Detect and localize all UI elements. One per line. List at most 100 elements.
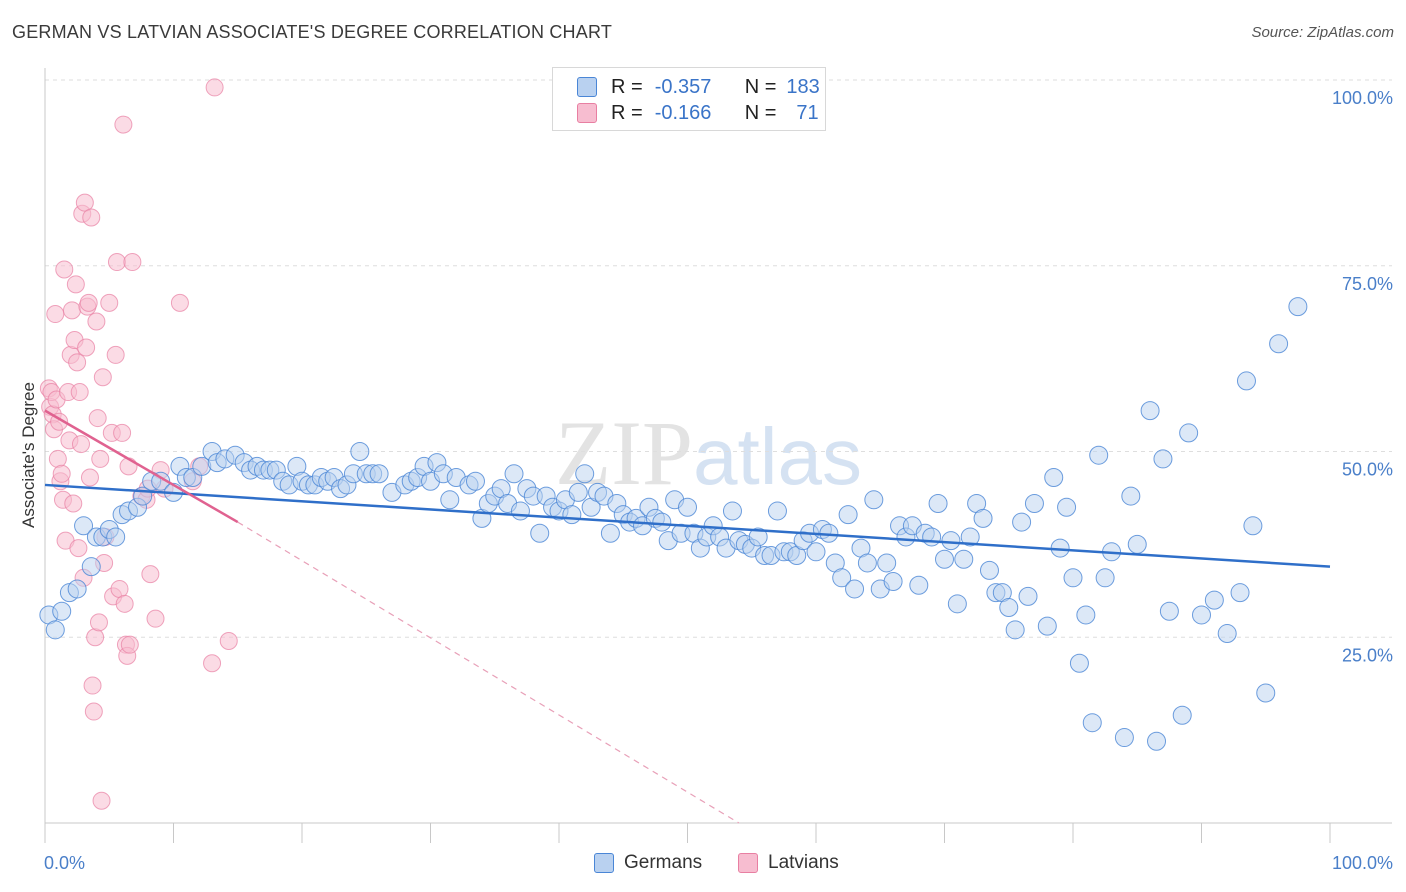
x-tick-label-min: 0.0% [44, 853, 85, 873]
r-label: R = [611, 101, 643, 124]
german-point [465, 471, 485, 491]
latvian-point [62, 301, 81, 320]
latvian-point [91, 449, 110, 468]
x-tick-label-max: 100.0% [1332, 853, 1393, 873]
german-point [1076, 605, 1096, 625]
german-point [600, 523, 620, 543]
latvian-point [48, 449, 67, 468]
trend-lines [44, 409, 1331, 824]
german-point [748, 527, 768, 547]
german-point [67, 579, 87, 599]
latvian-point [71, 435, 90, 454]
latvian-point [66, 275, 85, 294]
german-point [922, 527, 942, 547]
latvian-point [219, 631, 238, 650]
latvian-point [170, 293, 189, 312]
latvian-point [69, 539, 88, 558]
y-tick-label: 100.0% [1332, 88, 1393, 108]
german-point [1256, 683, 1276, 703]
german-point [1204, 590, 1224, 610]
legend-row-latvians: R = -0.166 N = 71 [577, 101, 819, 125]
chart-title: GERMAN VS LATVIAN ASSOCIATE'S DEGREE COR… [12, 22, 613, 42]
r-value: -0.166 [654, 101, 712, 124]
legend-germans[interactable]: Germans [594, 852, 702, 874]
latvian-point [77, 338, 96, 357]
latvian-point [64, 494, 83, 513]
german-point [1069, 653, 1089, 673]
german-point [568, 482, 588, 502]
n-label: N = [744, 101, 777, 124]
german-point [1217, 624, 1237, 644]
correlation-legend: R = -0.357 N = 183 R = -0.166 N = 71 [552, 67, 826, 131]
latvians-trend-line [44, 409, 239, 524]
n-value: 71 [796, 101, 819, 124]
german-point [1127, 534, 1147, 554]
german-point [935, 549, 954, 569]
german-point [1230, 583, 1250, 603]
german-point [81, 557, 101, 577]
latvian-point [114, 115, 133, 134]
germans-trend-line [44, 483, 1331, 568]
legend-latvians[interactable]: Latvians [738, 852, 839, 874]
german-point [832, 568, 852, 588]
latvian-point [93, 368, 112, 387]
german-point [1269, 334, 1289, 354]
german-point [1147, 731, 1167, 751]
german-point [369, 464, 389, 484]
german-point [1095, 568, 1115, 588]
german-point [928, 494, 948, 514]
latvian-point [52, 464, 71, 483]
german-point [941, 531, 961, 551]
german-point [1012, 512, 1032, 532]
german-point [883, 572, 903, 592]
german-point [1153, 449, 1173, 469]
legend-row-germans: R = -0.357 N = 183 [577, 75, 820, 99]
latvian-point [79, 293, 98, 312]
german-point [1236, 371, 1256, 391]
y-tick-label: 50.0% [1342, 460, 1393, 480]
german-point [1114, 728, 1134, 748]
german-point [1159, 601, 1179, 621]
german-point [1037, 616, 1057, 636]
latvian-point [120, 635, 139, 654]
german-point [1192, 605, 1211, 625]
latvian-point [106, 345, 125, 364]
axes [44, 68, 1392, 843]
latvian-point [88, 409, 107, 428]
german-point [74, 516, 94, 536]
latvian-point [92, 791, 111, 810]
german-point [440, 490, 460, 510]
german-point [678, 497, 697, 517]
latvian-point [119, 457, 138, 476]
german-point [838, 505, 858, 525]
german-point [877, 553, 897, 573]
latvian-point [75, 193, 94, 212]
axis-labels: 25.0% 50.0% 75.0% 100.0% 0.0% 100.0% Associate… [19, 88, 1393, 873]
n-label: N = [744, 75, 777, 98]
r-label: R = [611, 75, 643, 98]
german-point [106, 527, 126, 547]
germans-legend-label: Germans [624, 852, 703, 873]
latvian-point [84, 702, 103, 721]
latvian-point [87, 312, 106, 331]
german-point [960, 527, 980, 547]
german-point [979, 560, 999, 580]
german-point [52, 601, 72, 621]
germans-series [39, 297, 1308, 751]
german-point [530, 523, 550, 543]
latvian-point [82, 208, 101, 227]
german-point [151, 471, 171, 491]
german-point [1140, 401, 1160, 421]
german-point [652, 512, 672, 532]
latvian-point [146, 609, 165, 628]
germans-legend-swatch [594, 853, 614, 873]
latvians-trend-extension [237, 521, 740, 824]
german-point [1024, 494, 1044, 514]
german-point [1018, 586, 1038, 606]
latvian-point [83, 676, 102, 695]
latvian-point [55, 260, 74, 279]
r-value: -0.357 [654, 75, 712, 98]
german-point [1089, 445, 1109, 465]
german-point [1179, 423, 1199, 443]
